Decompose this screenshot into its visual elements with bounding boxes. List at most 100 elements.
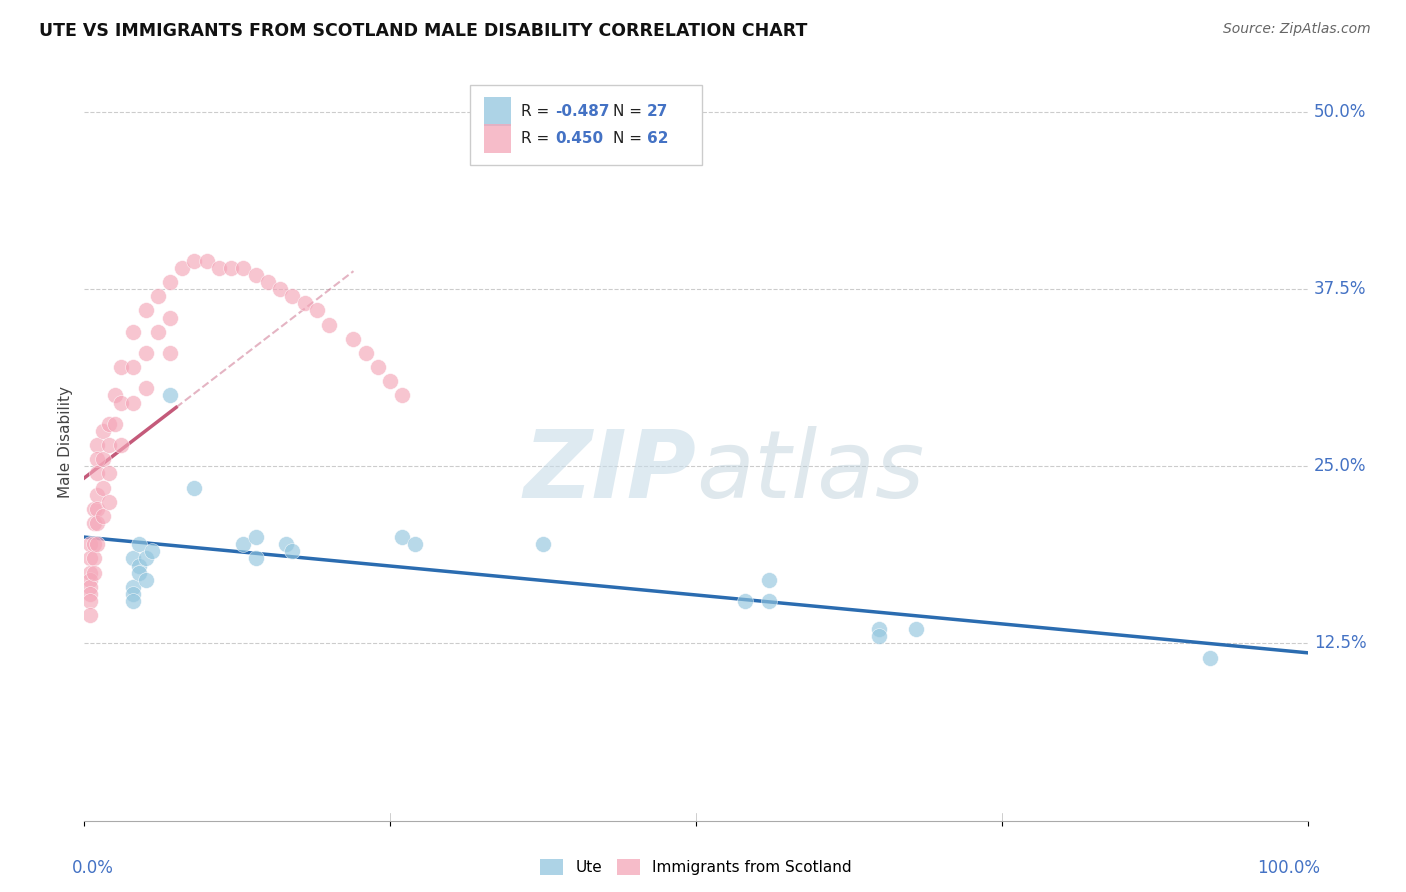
Point bbox=[83, 537, 105, 551]
Text: 0.450: 0.450 bbox=[555, 131, 603, 145]
Point bbox=[86, 537, 108, 551]
Point bbox=[86, 467, 108, 481]
Point bbox=[232, 260, 254, 275]
Point bbox=[122, 551, 145, 566]
Point bbox=[159, 388, 181, 402]
Point bbox=[110, 395, 132, 409]
Point bbox=[86, 488, 108, 502]
Point bbox=[232, 537, 254, 551]
Point bbox=[135, 303, 157, 318]
Point bbox=[141, 544, 163, 558]
Point bbox=[86, 516, 108, 530]
Text: Source: ZipAtlas.com: Source: ZipAtlas.com bbox=[1223, 22, 1371, 37]
Text: N =: N = bbox=[613, 131, 647, 145]
Point bbox=[531, 537, 554, 551]
Text: R =: R = bbox=[522, 104, 554, 120]
Text: ZIP: ZIP bbox=[523, 425, 696, 518]
Point bbox=[79, 608, 101, 623]
Point bbox=[97, 417, 120, 431]
Point bbox=[318, 318, 340, 332]
Legend: Ute, Immigrants from Scotland: Ute, Immigrants from Scotland bbox=[534, 853, 858, 881]
Point bbox=[110, 360, 132, 375]
Point bbox=[83, 551, 105, 566]
Point bbox=[97, 495, 120, 509]
Point bbox=[86, 501, 108, 516]
Point bbox=[183, 253, 205, 268]
Point bbox=[79, 587, 101, 601]
Point bbox=[245, 530, 267, 544]
Text: R =: R = bbox=[522, 131, 554, 145]
Text: -0.487: -0.487 bbox=[555, 104, 610, 120]
Point bbox=[758, 594, 780, 608]
Point bbox=[905, 623, 928, 637]
Text: 25.0%: 25.0% bbox=[1313, 458, 1367, 475]
Point bbox=[294, 296, 316, 310]
Text: UTE VS IMMIGRANTS FROM SCOTLAND MALE DISABILITY CORRELATION CHART: UTE VS IMMIGRANTS FROM SCOTLAND MALE DIS… bbox=[39, 22, 807, 40]
Point bbox=[269, 282, 291, 296]
Point bbox=[159, 346, 181, 360]
Point bbox=[122, 594, 145, 608]
Point bbox=[97, 467, 120, 481]
Point bbox=[79, 573, 101, 587]
Point bbox=[122, 587, 145, 601]
Text: atlas: atlas bbox=[696, 426, 924, 517]
Point bbox=[305, 303, 328, 318]
Point bbox=[159, 275, 181, 289]
Point bbox=[83, 501, 105, 516]
Point bbox=[79, 566, 101, 580]
Point bbox=[734, 594, 756, 608]
Text: 37.5%: 37.5% bbox=[1313, 280, 1367, 298]
Bar bbox=[484, 97, 512, 126]
Text: 62: 62 bbox=[647, 131, 668, 145]
Point bbox=[122, 395, 145, 409]
Point bbox=[122, 325, 145, 339]
Point bbox=[122, 580, 145, 594]
Text: 0.0%: 0.0% bbox=[72, 858, 114, 877]
Point bbox=[172, 260, 194, 275]
Point bbox=[1198, 650, 1220, 665]
Point bbox=[869, 623, 891, 637]
Point bbox=[245, 268, 267, 282]
Point bbox=[281, 289, 304, 303]
Point bbox=[110, 438, 132, 452]
Text: 100.0%: 100.0% bbox=[1257, 858, 1320, 877]
Point bbox=[380, 374, 402, 388]
Point bbox=[135, 551, 157, 566]
Point bbox=[122, 360, 145, 375]
Point bbox=[91, 508, 114, 523]
Point bbox=[391, 530, 413, 544]
Point bbox=[97, 438, 120, 452]
Point bbox=[276, 537, 298, 551]
Text: N =: N = bbox=[613, 104, 647, 120]
Point bbox=[79, 580, 101, 594]
Bar bbox=[484, 124, 512, 153]
Point bbox=[79, 594, 101, 608]
Point bbox=[104, 388, 127, 402]
Point bbox=[208, 260, 231, 275]
Point bbox=[135, 381, 157, 395]
Point bbox=[86, 438, 108, 452]
Point bbox=[281, 544, 304, 558]
Point bbox=[245, 551, 267, 566]
Point bbox=[135, 346, 157, 360]
Point bbox=[354, 346, 377, 360]
Point bbox=[367, 360, 389, 375]
Point bbox=[758, 573, 780, 587]
Point bbox=[91, 452, 114, 467]
Point bbox=[86, 452, 108, 467]
Point bbox=[391, 388, 413, 402]
Text: 12.5%: 12.5% bbox=[1313, 634, 1367, 652]
Point bbox=[195, 253, 218, 268]
Point bbox=[146, 325, 169, 339]
Point bbox=[159, 310, 181, 325]
Point bbox=[79, 537, 101, 551]
Point bbox=[128, 537, 150, 551]
Y-axis label: Male Disability: Male Disability bbox=[58, 385, 73, 498]
Point bbox=[83, 516, 105, 530]
Point bbox=[146, 289, 169, 303]
Text: 50.0%: 50.0% bbox=[1313, 103, 1367, 121]
Text: 27: 27 bbox=[647, 104, 668, 120]
Point bbox=[79, 551, 101, 566]
Point bbox=[219, 260, 242, 275]
Point bbox=[91, 424, 114, 438]
